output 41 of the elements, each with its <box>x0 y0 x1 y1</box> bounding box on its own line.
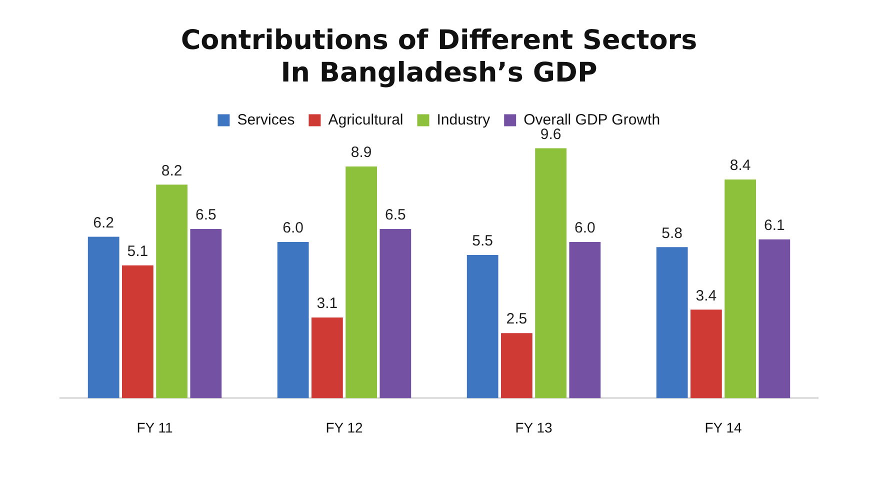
data-label: 5.1 <box>127 243 148 260</box>
data-label: 8.4 <box>730 157 751 174</box>
bar <box>569 242 601 398</box>
bar <box>277 242 309 398</box>
data-label: 9.6 <box>540 126 562 143</box>
x-tick-label: FY 13 <box>515 419 553 436</box>
x-tick-label: FY 14 <box>704 419 742 436</box>
data-label: 6.5 <box>384 206 406 224</box>
bar <box>758 239 790 398</box>
bar <box>724 179 756 398</box>
x-tick-label: FY 11 <box>136 419 173 436</box>
data-label: 2.5 <box>506 310 528 328</box>
data-label: 6.1 <box>764 216 785 234</box>
bar <box>190 228 222 398</box>
data-label: 3.4 <box>696 287 717 304</box>
legend-label: Industry <box>436 111 491 128</box>
bar <box>156 184 188 398</box>
legend-label: Overall GDP Growth <box>524 111 660 128</box>
bar <box>346 166 377 398</box>
bar <box>535 148 566 398</box>
x-tick-label: FY 12 <box>326 419 364 436</box>
chart-title: Contributions of Different Sectors In Bangladesh’s GDP <box>180 25 698 89</box>
bar <box>122 265 154 398</box>
data-label: 6.2 <box>93 214 114 232</box>
data-label: 6.0 <box>574 220 596 237</box>
bar <box>466 254 498 398</box>
data-label: 8.2 <box>161 162 182 180</box>
legend-label: Services <box>237 111 295 128</box>
data-label: 8.9 <box>350 144 372 162</box>
bar <box>88 236 120 398</box>
data-label: 5.8 <box>662 224 683 242</box>
data-label: 6.0 <box>282 220 304 237</box>
bar <box>380 228 412 398</box>
data-label: 6.5 <box>195 206 216 224</box>
legend-label: Agricultural <box>328 111 404 128</box>
data-label: 5.5 <box>472 232 494 250</box>
bar <box>656 247 688 398</box>
bar <box>312 317 343 398</box>
bar <box>501 333 532 398</box>
data-label: 3.1 <box>316 295 338 312</box>
bar <box>690 310 722 398</box>
